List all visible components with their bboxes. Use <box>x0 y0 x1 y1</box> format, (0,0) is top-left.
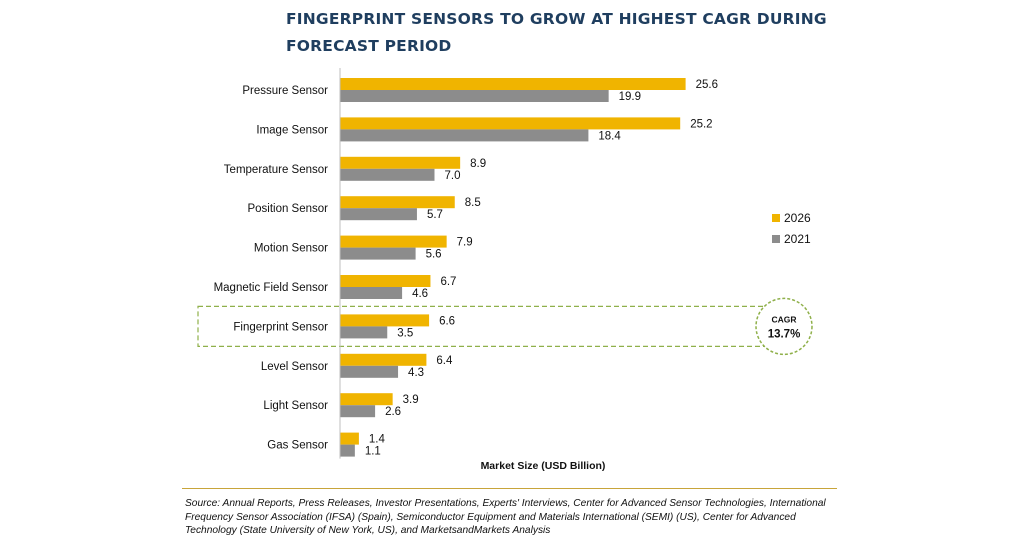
bar-2026-gas-sensor <box>340 432 359 445</box>
bar-2021-motion-sensor <box>340 247 416 260</box>
cagr-value: 13.7% <box>768 328 801 340</box>
category-label-level-sensor: Level Sensor <box>261 361 328 373</box>
value-label-2026-magnetic-field-sensor: 6.7 <box>440 276 456 288</box>
value-label-2021-pressure-sensor: 19.9 <box>619 91 641 103</box>
source-divider <box>182 488 837 489</box>
chart-title: FINGERPRINT SENSORS TO GROW AT HIGHEST C… <box>286 10 827 55</box>
category-label-pressure-sensor: Pressure Sensor <box>242 85 328 97</box>
value-label-2026-temperature-sensor: 8.9 <box>470 158 486 170</box>
category-label-fingerprint-sensor: Fingerprint Sensor <box>233 321 328 333</box>
value-label-2021-magnetic-field-sensor: 4.6 <box>412 288 428 300</box>
bar-2021-image-sensor <box>340 129 589 142</box>
category-label-image-sensor: Image Sensor <box>256 124 328 136</box>
bar-2026-temperature-sensor <box>340 156 461 169</box>
bar-2026-light-sensor <box>340 393 393 406</box>
x-axis-title: Market Size (USD Billion) <box>481 460 606 472</box>
value-label-2026-position-sensor: 8.5 <box>465 197 481 209</box>
bars-layer <box>340 78 686 457</box>
bar-2026-image-sensor <box>340 117 681 130</box>
cagr-badge: CAGR 13.7% <box>755 297 813 356</box>
legend-label-2026: 2026 <box>784 211 811 225</box>
bar-2021-pressure-sensor <box>340 90 609 102</box>
category-label-gas-sensor: Gas Sensor <box>267 440 328 452</box>
bar-2026-position-sensor <box>340 196 455 209</box>
cagr-circle <box>755 297 813 356</box>
source-note: Source: Annual Reports, Press Releases, … <box>185 498 826 536</box>
category-label-light-sensor: Light Sensor <box>263 400 328 412</box>
value-label-2021-temperature-sensor: 7.0 <box>445 170 461 182</box>
legend: 2026 2021 <box>772 211 811 246</box>
value-label-2026-light-sensor: 3.9 <box>403 394 419 406</box>
legend-swatch-2021 <box>772 235 780 243</box>
bar-2026-motion-sensor <box>340 235 447 248</box>
value-label-2026-motion-sensor: 7.9 <box>457 237 473 249</box>
category-label-temperature-sensor: Temperature Sensor <box>224 164 328 176</box>
bar-2026-level-sensor <box>340 353 427 366</box>
cagr-label: CAGR <box>771 314 796 324</box>
bar-2021-light-sensor <box>340 405 376 418</box>
value-label-2026-fingerprint-sensor: 6.6 <box>439 315 455 327</box>
bar-2021-temperature-sensor <box>340 168 435 181</box>
value-label-2021-level-sensor: 4.3 <box>408 367 424 379</box>
category-label-position-sensor: Position Sensor <box>247 203 328 215</box>
value-label-2021-gas-sensor: 1.1 <box>365 446 381 458</box>
value-label-2026-image-sensor: 25.2 <box>690 118 712 130</box>
bar-2026-pressure-sensor <box>340 78 686 90</box>
bar-2021-magnetic-field-sensor <box>340 287 403 299</box>
bar-2021-fingerprint-sensor <box>340 326 388 339</box>
legend-swatch-2026 <box>772 214 780 222</box>
category-label-motion-sensor: Motion Sensor <box>254 243 328 255</box>
value-label-2021-motion-sensor: 5.6 <box>426 249 442 261</box>
category-label-magnetic-field-sensor: Magnetic Field Sensor <box>214 282 329 294</box>
bar-2021-position-sensor <box>340 208 417 221</box>
bar-2026-magnetic-field-sensor <box>340 275 431 287</box>
bar-2026-fingerprint-sensor <box>340 314 430 327</box>
value-label-2026-gas-sensor: 1.4 <box>369 434 386 446</box>
value-label-2026-level-sensor: 6.4 <box>436 355 453 367</box>
bar-2021-level-sensor <box>340 365 399 378</box>
labels-layer: Pressure Sensor 25.6 19.9 Image Sensor 25.2 1… <box>214 79 718 458</box>
value-label-2021-position-sensor: 5.7 <box>427 209 443 221</box>
bar-2021-gas-sensor <box>340 444 355 457</box>
value-label-2026-pressure-sensor: 25.6 <box>696 79 718 91</box>
value-label-2021-fingerprint-sensor: 3.5 <box>397 327 413 339</box>
value-label-2021-image-sensor: 18.4 <box>598 130 621 142</box>
bar-chart: Pressure Sensor 25.6 19.9 Image Sensor 25.2 1… <box>197 68 813 472</box>
value-label-2021-light-sensor: 2.6 <box>385 406 401 418</box>
legend-label-2021: 2021 <box>784 232 811 246</box>
